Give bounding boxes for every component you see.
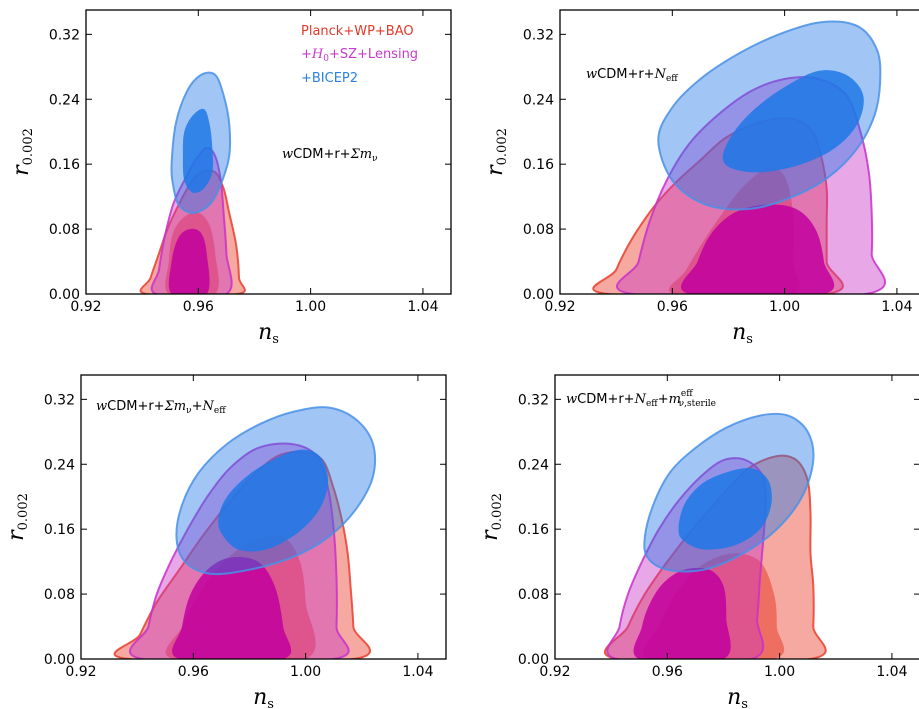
y-tick-label: 0.08 bbox=[523, 222, 554, 238]
x-tick-label: 0.92 bbox=[539, 664, 570, 680]
y-tick-label: 0.00 bbox=[523, 287, 554, 303]
contours bbox=[592, 20, 886, 294]
panel-bottom-right: 0.92 0.96 1.00 1.04 0.00 0.08 0.16 0.24 0.32 ns r0… bbox=[478, 374, 919, 709]
x-axis-label: ns bbox=[258, 320, 279, 347]
axes-frame bbox=[80, 374, 447, 660]
y-tick-label: 0.16 bbox=[49, 157, 80, 173]
contours bbox=[113, 406, 377, 659]
contours bbox=[139, 71, 246, 294]
x-axis-label: ns bbox=[727, 685, 748, 709]
contour-68-1 bbox=[633, 567, 731, 659]
model-label: wCDM+r+Σmν+Neff bbox=[96, 399, 226, 416]
y-tick-label: 0.32 bbox=[523, 27, 554, 43]
contour-68-1 bbox=[168, 228, 210, 294]
y-axis-label: r0.002 bbox=[483, 128, 510, 176]
panel-top-left: 0.92 0.96 1.00 1.04 0.00 0.08 0.16 0.24 0.32 ns r0… bbox=[9, 9, 452, 347]
x-axis-label: ns bbox=[253, 685, 274, 709]
y-tick-label: 0.16 bbox=[518, 522, 549, 538]
contour-68-2 bbox=[722, 70, 864, 173]
legend-bicep: +BICEP2 bbox=[301, 71, 358, 86]
contour-68-1 bbox=[681, 204, 835, 294]
axes-frame bbox=[559, 9, 919, 295]
x-tick-label: 1.04 bbox=[402, 664, 433, 680]
y-tick-label: 0.24 bbox=[44, 457, 75, 473]
x-tick-label: 0.92 bbox=[544, 299, 575, 315]
y-tick-label: 0.24 bbox=[49, 92, 80, 108]
x-tick-label: 1.04 bbox=[876, 664, 907, 680]
panel-top-right: 0.92 0.96 1.00 1.04 0.00 0.08 0.16 0.24 0.32 ns r0… bbox=[483, 9, 919, 347]
x-tick-label: 0.96 bbox=[178, 664, 209, 680]
y-axis-label: r0.002 bbox=[478, 493, 505, 541]
y-tick-label: 0.32 bbox=[49, 27, 80, 43]
y-tick-label: 0.00 bbox=[49, 287, 80, 303]
y-tick-label: 0.08 bbox=[518, 587, 549, 603]
contour-68-2 bbox=[218, 449, 329, 552]
y-tick-label: 0.24 bbox=[523, 92, 554, 108]
y-tick-label: 0.00 bbox=[44, 652, 75, 668]
y-axis-label: r0.002 bbox=[4, 493, 31, 541]
y-tick-label: 0.08 bbox=[49, 222, 80, 238]
x-tick-label: 1.00 bbox=[764, 664, 795, 680]
axes-frame bbox=[85, 9, 452, 295]
y-tick-label: 0.32 bbox=[44, 392, 75, 408]
x-axis-label: ns bbox=[732, 320, 753, 347]
x-tick-label: 0.92 bbox=[70, 299, 101, 315]
x-tick-label: 0.96 bbox=[657, 299, 688, 315]
axes-frame bbox=[554, 374, 919, 660]
contours bbox=[603, 412, 827, 659]
y-tick-label: 0.00 bbox=[518, 652, 549, 668]
x-tick-label: 1.04 bbox=[407, 299, 438, 315]
x-tick-label: 1.00 bbox=[290, 664, 321, 680]
y-tick-label: 0.16 bbox=[44, 522, 75, 538]
model-label: wCDM+r+Neff bbox=[586, 67, 678, 84]
model-label: wCDM+r+Σmν bbox=[282, 147, 378, 164]
y-tick-label: 0.24 bbox=[518, 457, 549, 473]
contour-68-1 bbox=[172, 556, 292, 659]
panel-bottom-left: 0.92 0.96 1.00 1.04 0.00 0.08 0.16 0.24 0.32 ns r0… bbox=[4, 374, 447, 709]
model-label: wCDM+r+Neff+meff ν,sterile bbox=[566, 389, 716, 409]
contour-68-2 bbox=[182, 108, 214, 193]
y-axis-label: r0.002 bbox=[9, 128, 36, 176]
x-tick-label: 0.96 bbox=[183, 299, 214, 315]
x-tick-label: 1.04 bbox=[881, 299, 912, 315]
x-tick-label: 0.96 bbox=[652, 664, 683, 680]
y-tick-label: 0.16 bbox=[523, 157, 554, 173]
x-tick-label: 0.92 bbox=[65, 664, 96, 680]
contour-68-2 bbox=[678, 467, 772, 550]
legend-planck: Planck+WP+BAO bbox=[301, 24, 414, 39]
x-tick-label: 1.00 bbox=[769, 299, 800, 315]
y-tick-label: 0.32 bbox=[518, 392, 549, 408]
legend-lensing: +H0+SZ+Lensing bbox=[301, 47, 418, 64]
x-tick-label: 1.00 bbox=[295, 299, 326, 315]
y-tick-label: 0.08 bbox=[44, 587, 75, 603]
